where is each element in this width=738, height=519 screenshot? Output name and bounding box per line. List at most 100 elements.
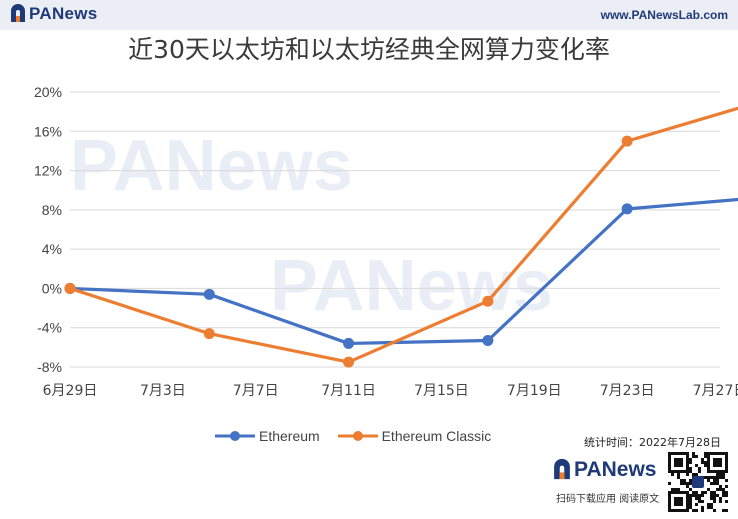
watermark-text: PANews bbox=[270, 246, 553, 326]
qr-module bbox=[725, 491, 728, 494]
series-line-ethereum-classic bbox=[69, 106, 738, 364]
brand-logo[interactable]: PANews bbox=[10, 4, 98, 24]
x-tick-label: 7月23日 bbox=[600, 383, 655, 399]
qr-module bbox=[692, 509, 695, 512]
qr-module bbox=[710, 482, 713, 485]
qr-module bbox=[716, 482, 719, 485]
qr-module bbox=[689, 488, 692, 491]
qr-module bbox=[683, 482, 686, 485]
qr-module bbox=[707, 479, 710, 482]
qr-module bbox=[704, 491, 707, 494]
grid-lines bbox=[70, 91, 720, 368]
footer-brand-logo[interactable]: PANews bbox=[553, 458, 656, 482]
y-tick-label: -8% bbox=[37, 359, 62, 375]
stat-time: 统计时间：2022年7月28日 bbox=[584, 436, 721, 449]
qr-module bbox=[677, 476, 680, 479]
series-line-ethereum bbox=[69, 197, 738, 346]
data-point-ethereum bbox=[203, 288, 215, 300]
data-point-ethereum bbox=[621, 203, 633, 215]
qr-module bbox=[689, 500, 692, 503]
qr-module bbox=[671, 488, 674, 491]
qr-module bbox=[716, 476, 719, 479]
qr-module bbox=[701, 500, 704, 503]
qr-module bbox=[704, 452, 707, 455]
y-tick-label: -4% bbox=[37, 320, 62, 336]
qr-module bbox=[725, 494, 728, 497]
qr-module bbox=[698, 497, 701, 500]
legend-label-ethereum-classic: Ethereum Classic bbox=[381, 428, 492, 444]
qr-module bbox=[683, 479, 686, 482]
y-tick-label: 8% bbox=[42, 202, 62, 218]
qr-module bbox=[713, 482, 716, 485]
data-point-ethereum bbox=[343, 337, 355, 349]
qr-module bbox=[704, 464, 707, 467]
qr-module bbox=[716, 488, 719, 491]
x-tick-label: 7月7日 bbox=[233, 383, 279, 399]
legend-label-ethereum: Ethereum bbox=[259, 428, 320, 444]
qr-module bbox=[695, 455, 698, 458]
qr-module bbox=[722, 476, 725, 479]
qr-module bbox=[713, 494, 716, 497]
panews-logo-icon bbox=[554, 458, 570, 480]
qr-finder bbox=[674, 458, 683, 467]
qr-module bbox=[692, 455, 695, 458]
x-tick-label: 7月27日 bbox=[693, 383, 738, 399]
footer-subtitle: 扫码下载应用 阅读原文 bbox=[556, 494, 660, 505]
qr-module bbox=[671, 473, 674, 476]
qr-module bbox=[716, 479, 719, 482]
y-tick-label: 4% bbox=[42, 241, 62, 257]
panews-logo-icon bbox=[11, 4, 25, 22]
qr-module bbox=[719, 476, 722, 479]
qr-module bbox=[716, 494, 719, 497]
data-point-ethereum-classic bbox=[203, 328, 215, 340]
site-url-link[interactable]: www.PANewsLab.com bbox=[600, 8, 728, 22]
qr-module bbox=[686, 473, 689, 476]
qr-module bbox=[692, 491, 695, 494]
qr-module bbox=[710, 476, 713, 479]
qr-module bbox=[689, 497, 692, 500]
x-tick-label: 7月19日 bbox=[507, 383, 562, 399]
qr-module bbox=[698, 470, 701, 473]
qr-module bbox=[701, 506, 704, 509]
qr-finder bbox=[674, 497, 683, 506]
qr-module bbox=[692, 452, 695, 455]
qr-module bbox=[689, 458, 692, 461]
qr-module bbox=[674, 488, 677, 491]
qr-module bbox=[722, 494, 725, 497]
qr-module bbox=[710, 497, 713, 500]
qr-module bbox=[701, 491, 704, 494]
qr-module bbox=[701, 458, 704, 461]
y-tick-label: 20% bbox=[34, 84, 62, 100]
qr-module bbox=[695, 491, 698, 494]
qr-module bbox=[695, 497, 698, 500]
qr-module bbox=[707, 488, 710, 491]
legend-item-ethereum[interactable]: Ethereum bbox=[215, 428, 320, 444]
legend-swatch-ethereum-classic bbox=[337, 431, 378, 441]
qr-module bbox=[692, 473, 695, 476]
qr-module bbox=[719, 497, 722, 500]
qr-module bbox=[710, 506, 713, 509]
qr-module bbox=[713, 509, 716, 512]
qr-module bbox=[710, 503, 713, 506]
qr-module bbox=[677, 473, 680, 476]
qr-module bbox=[713, 500, 716, 503]
legend: Ethereum Ethereum Classic bbox=[215, 428, 505, 444]
qr-code-icon[interactable] bbox=[668, 452, 728, 512]
legend-item-ethereum-classic[interactable]: Ethereum Classic bbox=[337, 428, 492, 444]
qr-module bbox=[716, 473, 719, 476]
data-point-ethereum-classic bbox=[482, 295, 494, 307]
qr-module bbox=[722, 473, 725, 476]
qr-module bbox=[701, 509, 704, 512]
x-axis-ticks: 6月29日 7月3日 7月7日 7月11日 7月15日 7月19日 7月23日 7月27日 bbox=[43, 383, 738, 399]
qr-module bbox=[689, 494, 692, 497]
qr-module bbox=[689, 482, 692, 485]
data-point-ethereum-classic bbox=[343, 356, 355, 368]
qr-finder bbox=[713, 458, 722, 467]
qr-module bbox=[689, 503, 692, 506]
y-tick-label: 16% bbox=[34, 123, 62, 139]
qr-module bbox=[725, 509, 728, 512]
qr-module bbox=[713, 497, 716, 500]
qr-module bbox=[725, 479, 728, 482]
qr-module bbox=[689, 479, 692, 482]
qr-module bbox=[704, 455, 707, 458]
